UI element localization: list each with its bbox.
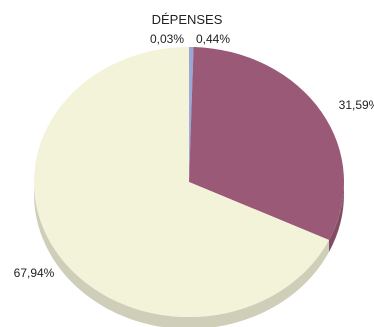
pie-depth <box>34 182 344 327</box>
data-label: 31,59% <box>339 98 374 112</box>
data-labels: 0,03% 0,44% 31,59% 67,94% <box>14 32 374 280</box>
chart-title: DÉPENSES <box>152 12 223 27</box>
pie-slice-side <box>328 182 344 252</box>
data-label: 67,94% <box>14 266 55 280</box>
pie-slice <box>34 47 329 317</box>
pie-slices <box>34 47 345 317</box>
pie-slice <box>189 47 345 240</box>
pie-slice <box>189 47 194 182</box>
data-label: 0,03% <box>150 32 184 46</box>
data-label: 0,44% <box>196 32 230 46</box>
